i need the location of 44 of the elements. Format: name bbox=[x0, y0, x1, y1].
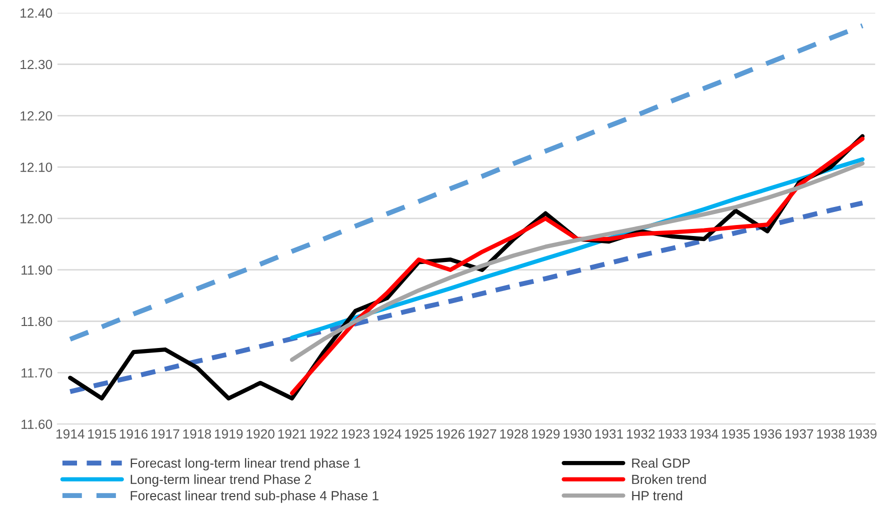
x-tick-label: 1920 bbox=[246, 429, 274, 439]
x-tick-label: 1923 bbox=[342, 429, 370, 439]
x-tick-label: 1937 bbox=[785, 429, 814, 439]
x-tick-label: 1932 bbox=[626, 429, 655, 439]
line-series bbox=[68, 200, 865, 394]
x-tick-label: 1921 bbox=[278, 429, 306, 439]
legend-label: Broken trend bbox=[632, 474, 706, 484]
y-tick-label: 12.10 bbox=[20, 162, 52, 172]
x-tick-label: 1939 bbox=[848, 429, 877, 439]
y-tick-label: 11.60 bbox=[22, 420, 52, 429]
x-tick-label: 1936 bbox=[754, 429, 782, 439]
y-tick-label: 11.80 bbox=[22, 316, 52, 326]
x-tick-label: 1925 bbox=[405, 429, 433, 439]
x-tick-label: 1929 bbox=[532, 429, 560, 439]
y-tick-label: 12.20 bbox=[20, 111, 52, 121]
x-tick-label: 1919 bbox=[214, 429, 243, 439]
x-tick-label: 1930 bbox=[564, 429, 592, 439]
x-tick-label: 1918 bbox=[183, 429, 212, 439]
x-tick-label: 1933 bbox=[658, 429, 686, 439]
y-tick-label: 11.90 bbox=[22, 265, 52, 275]
y-tick-label: 12.00 bbox=[20, 214, 52, 224]
x-tick-label: 1926 bbox=[436, 429, 465, 439]
y-tick-label: 11.70 bbox=[22, 368, 52, 378]
x-tick-label: 1916 bbox=[120, 429, 148, 439]
x-tick-label: 1914 bbox=[56, 429, 84, 439]
y-tick-label: 12.30 bbox=[20, 60, 52, 70]
x-tick-label: 1931 bbox=[595, 429, 623, 439]
legend-label: Long-term linear trend Phase 2 bbox=[130, 474, 311, 487]
x-tick-label: 1924 bbox=[373, 429, 402, 439]
legend-label: HP trend bbox=[632, 490, 682, 500]
line-series bbox=[68, 23, 865, 342]
line-series bbox=[290, 136, 865, 396]
legend-label: Forecast long-term linear trend phase 1 bbox=[130, 458, 360, 470]
x-tick-label: 1928 bbox=[500, 429, 528, 439]
x-tick-label: 1938 bbox=[817, 429, 845, 439]
x-tick-label: 1915 bbox=[88, 429, 116, 439]
x-tick-label: 1922 bbox=[310, 429, 338, 439]
x-tick-label: 1935 bbox=[722, 429, 750, 439]
x-tick-label: 1934 bbox=[690, 429, 718, 439]
legend-label: Real GDP bbox=[632, 458, 690, 468]
x-tick-label: 1927 bbox=[468, 429, 496, 439]
y-tick-label: 12.40 bbox=[20, 8, 52, 18]
x-tick-label: 1917 bbox=[152, 429, 180, 439]
legend-label: Forecast linear trend sub-phase 4 Phase 1 bbox=[130, 490, 378, 503]
